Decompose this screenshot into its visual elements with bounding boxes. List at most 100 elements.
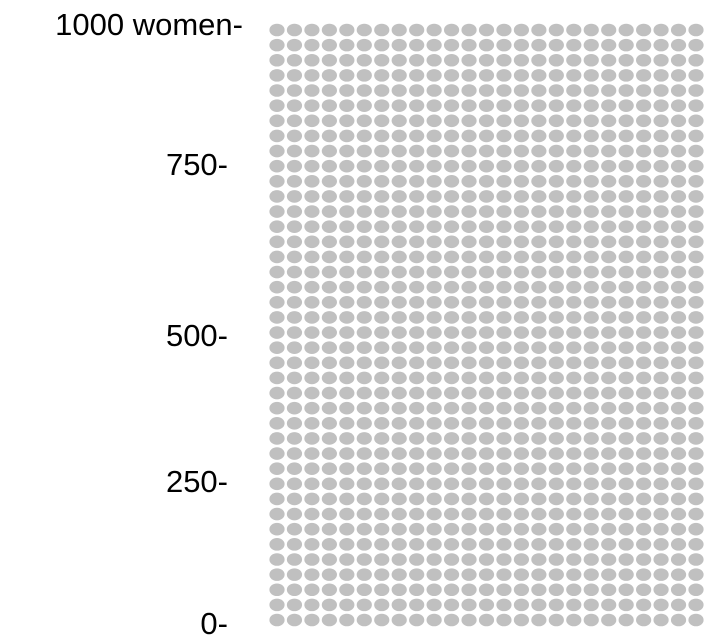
- icon-dot: [653, 432, 669, 445]
- icon-dot: [426, 568, 442, 581]
- icon-dot: [426, 447, 442, 460]
- icon-dot: [583, 432, 599, 445]
- icon-dot: [478, 522, 495, 536]
- icon-dot: [566, 386, 582, 400]
- icon-dot: [513, 356, 530, 370]
- icon-dot: [478, 205, 495, 218]
- icon-dot: [339, 53, 355, 67]
- icon-dot: [478, 69, 495, 82]
- icon-dot: [548, 114, 564, 128]
- icon-dot: [688, 84, 704, 97]
- icon-dot: [356, 190, 372, 203]
- icon-dot: [548, 341, 564, 354]
- icon-dot: [286, 280, 303, 294]
- icon-dot: [548, 371, 564, 385]
- icon-dot: [443, 386, 460, 400]
- icon-dot: [286, 129, 303, 143]
- icon-dot: [548, 462, 564, 476]
- icon-dot: [478, 341, 495, 354]
- icon-dot: [409, 462, 425, 476]
- icon-dot: [304, 417, 320, 430]
- icon-dot: [531, 401, 547, 415]
- icon-dot: [374, 235, 390, 249]
- icon-dot: [304, 507, 320, 521]
- icon-dot: [339, 371, 355, 385]
- icon-dot: [653, 507, 669, 521]
- icon-dot: [548, 38, 564, 52]
- icon-dot: [461, 144, 477, 158]
- icon-dot: [443, 250, 460, 264]
- icon-dot: [670, 462, 687, 476]
- icon-dot: [478, 432, 495, 445]
- icon-dot: [496, 129, 512, 143]
- icon-dot: [461, 235, 477, 249]
- icon-dot: [304, 326, 320, 339]
- icon-dot: [409, 417, 425, 430]
- icon-dot: [548, 265, 564, 279]
- icon-dot: [653, 553, 669, 566]
- icon-dot: [391, 280, 407, 294]
- icon-dot: [269, 613, 285, 627]
- icon-dot: [286, 84, 303, 97]
- icon-dot: [269, 386, 285, 400]
- icon-dot: [443, 326, 460, 339]
- icon-dot: [636, 159, 652, 173]
- icon-dot: [391, 568, 407, 581]
- icon-dot: [461, 613, 477, 627]
- icon-array-dots: [269, 23, 704, 627]
- icon-dot: [443, 235, 460, 249]
- icon-dot: [426, 296, 442, 309]
- icon-dot: [409, 401, 425, 415]
- icon-dot: [321, 265, 337, 279]
- icon-dot: [443, 583, 460, 597]
- icon-dot: [339, 598, 355, 612]
- icon-dot: [653, 159, 669, 173]
- icon-dot: [653, 401, 669, 415]
- icon-dot: [566, 69, 582, 82]
- icon-dot: [670, 356, 687, 370]
- icon-dot: [688, 492, 704, 506]
- icon-dot: [443, 129, 460, 143]
- icon-dot: [670, 477, 687, 491]
- icon-dot: [269, 280, 285, 294]
- icon-dot: [601, 69, 617, 82]
- icon-dot: [426, 613, 442, 627]
- icon-dot: [461, 401, 477, 415]
- icon-dot: [391, 311, 407, 324]
- icon-dot: [286, 522, 303, 536]
- icon-dot: [601, 190, 617, 203]
- icon-dot: [513, 326, 530, 339]
- icon-dot: [339, 477, 355, 491]
- icon-dot: [374, 462, 390, 476]
- icon-dot: [531, 462, 547, 476]
- icon-dot: [601, 432, 617, 445]
- icon-dot: [548, 311, 564, 324]
- icon-dot: [356, 401, 372, 415]
- icon-dot: [670, 265, 687, 279]
- icon-dot: [426, 311, 442, 324]
- icon-dot: [601, 386, 617, 400]
- icon-dot: [583, 326, 599, 339]
- icon-dot: [618, 371, 634, 385]
- icon-dot: [461, 447, 477, 460]
- icon-dot: [548, 553, 564, 566]
- icon-dot: [566, 401, 582, 415]
- icon-dot: [478, 296, 495, 309]
- icon-dot: [391, 69, 407, 82]
- icon-dot: [321, 492, 337, 506]
- icon-dot: [496, 250, 512, 264]
- icon-dot: [409, 220, 425, 233]
- icon-dot: [304, 23, 320, 37]
- icon-dot: [426, 553, 442, 566]
- icon-dot: [618, 190, 634, 203]
- icon-dot: [531, 507, 547, 521]
- icon-dot: [391, 38, 407, 52]
- icon-dot: [636, 144, 652, 158]
- icon-dot: [513, 38, 530, 52]
- icon-dot: [356, 235, 372, 249]
- icon-dot: [321, 568, 337, 581]
- icon-dot: [339, 38, 355, 52]
- icon-dot: [566, 220, 582, 233]
- icon-dot: [531, 568, 547, 581]
- icon-dot: [321, 613, 337, 627]
